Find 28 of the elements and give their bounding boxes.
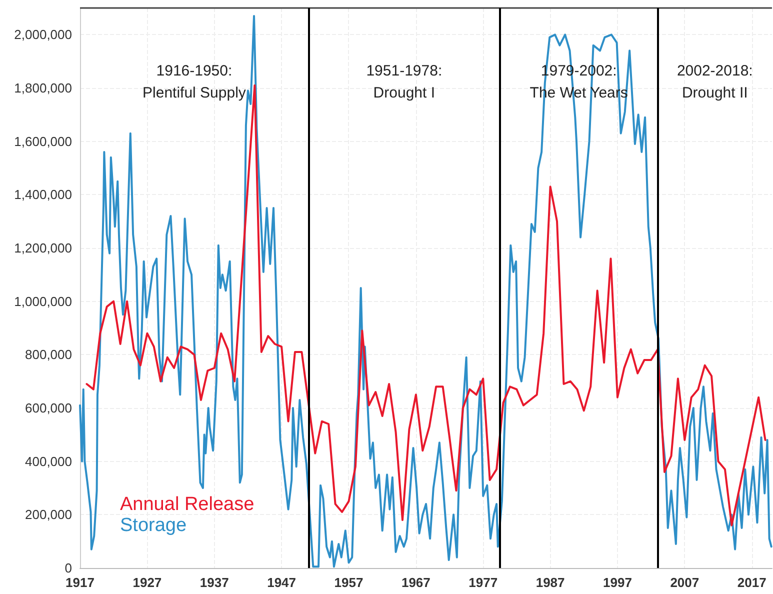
x-tick-label: 1927 [132,575,162,590]
x-tick-label: 1937 [200,575,229,590]
annotation: 2002-2018: Drought II [676,62,753,102]
y-tick-label: 1,800,000 [14,80,72,96]
y-tick-label: 800,000 [25,347,72,362]
x-tick-label: 2017 [737,575,766,590]
y-tick-label: 0 [64,560,72,576]
y-tick-label: 1,200,000 [14,240,72,256]
y-tick-label: 2,000,000 [14,27,72,42]
text: Annual Release [120,494,254,515]
y-tick-label: 200,000 [25,507,72,522]
x-tick-label: 1947 [267,575,296,590]
x-tick-label: 1917 [66,575,94,590]
y-tick-label: 600,000 [25,400,72,416]
line-series [79,15,772,568]
x-tick-label: 1977 [468,575,498,590]
y-tick-label: 1,000,000 [14,294,72,309]
series-label: Storage [120,515,187,536]
y-tick-label: 400,000 [25,454,72,469]
annotation: 1916-1950: Plentiful Supply [142,62,246,102]
x-tick-label: 1987 [536,575,565,590]
x-tick-label: 2007 [670,575,700,590]
x-tick-label: 1997 [603,575,632,590]
y-tick-label: 1,600,000 [14,134,72,149]
x-tick-label: 1957 [334,575,364,590]
annotation: 1951-1978: Drought I [366,62,442,102]
x-tick-label: 1967 [401,575,430,590]
y-tick-label: 1,400,000 [14,187,72,202]
